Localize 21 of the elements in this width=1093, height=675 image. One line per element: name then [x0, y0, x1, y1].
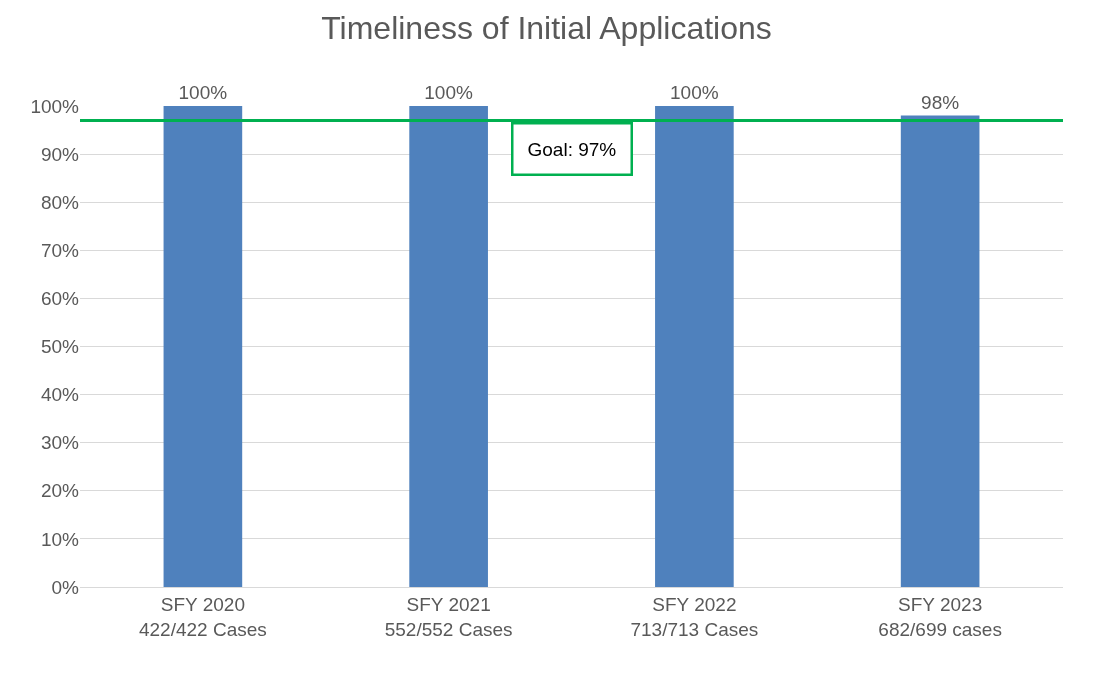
y-tick-label: 50% — [40, 336, 80, 358]
data-label: 100% — [424, 82, 473, 103]
y-tick-label: 70% — [40, 239, 80, 261]
x-tick-label: SFY 2020 422/422 Cases — [138, 593, 267, 640]
y-tick-label: 60% — [40, 288, 80, 310]
chart-title: Timeliness of Initial Applications — [321, 10, 772, 47]
data-label: 100% — [670, 82, 719, 103]
x-tick-label: SFY 2022 713/713 Cases — [630, 593, 759, 640]
y-tick-label: 30% — [40, 432, 80, 454]
y-tick-label: 40% — [40, 384, 80, 406]
data-label: 98% — [921, 91, 960, 113]
y-tick-label: 10% — [40, 528, 80, 550]
y-tick-label: 0% — [51, 576, 80, 598]
y-tick-label: 100% — [30, 95, 80, 117]
y-tick-label: 90% — [40, 143, 80, 165]
y-tick-label: 20% — [40, 480, 80, 502]
x-tick-label: SFY 2021 552/552 Cases — [384, 593, 513, 640]
data-label: 100% — [178, 82, 228, 103]
y-tick-label: 80% — [40, 191, 80, 213]
x-tick-label: SFY 2023 682/699 cases — [878, 593, 1002, 640]
ref-line-label: Goal: 97% — [527, 138, 617, 160]
